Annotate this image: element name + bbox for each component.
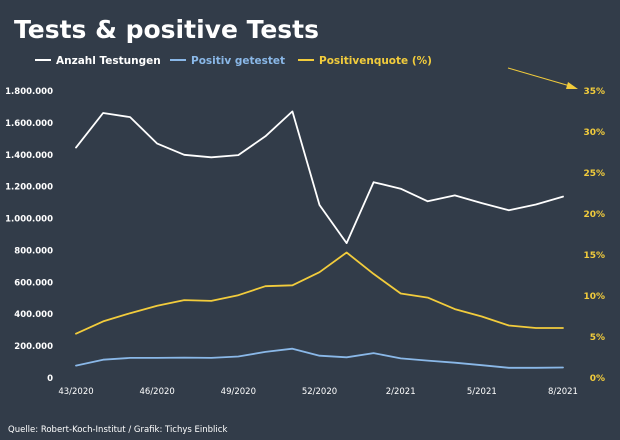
legend-item-1: Positiv getestet (170, 55, 285, 67)
x-tick-label: 46/2020 (140, 387, 175, 397)
annotation-arrow-line (507, 67, 571, 87)
legend-label-1: Positiv getestet (191, 55, 285, 67)
left-tick-label: 1.800.000 (5, 87, 53, 97)
left-tick-label: 400.000 (14, 310, 53, 320)
annotation-arrow-head (566, 82, 578, 89)
right-tick-label: 10% (583, 292, 605, 302)
right-tick-label: 5% (590, 333, 605, 343)
x-tick-label: 5/2021 (467, 387, 497, 397)
x-tick-label: 52/2020 (302, 387, 337, 397)
left-tick-label: 1.400.000 (5, 151, 53, 161)
left-tick-label: 0 (47, 374, 53, 384)
right-axis: 0% 5% 10% 15% 20% 25% 30% 35% (583, 87, 605, 384)
legend-item-2: Positivenquote (%) (298, 55, 432, 67)
x-axis: 43/2020 46/2020 49/2020 52/2020 2/2021 5/2021… (58, 387, 578, 397)
series-line-1 (75, 347, 564, 369)
x-tick-label: 49/2020 (221, 387, 256, 397)
legend-label-2: Positivenquote (%) (319, 55, 432, 67)
right-tick-label: 0% (590, 374, 605, 384)
right-tick-label: 15% (583, 251, 605, 261)
source-note: Quelle: Robert-Koch-Institut / Grafik: T… (8, 425, 227, 435)
left-tick-label: 1.600.000 (5, 119, 53, 129)
x-tick-label: 43/2020 (58, 387, 93, 397)
legend-label-0: Anzahl Testungen (56, 55, 161, 67)
chart-title: Tests & positive Tests (14, 15, 319, 44)
right-tick-label: 25% (583, 169, 605, 179)
series-line-0 (75, 110, 564, 245)
series-line-2 (75, 251, 564, 335)
left-tick-label: 200.000 (14, 342, 53, 352)
x-tick-label: 2/2021 (386, 387, 416, 397)
x-tick-label: 8/2021 (548, 387, 578, 397)
left-tick-label: 800.000 (14, 246, 53, 256)
legend: Anzahl Testungen Positiv getestet Positi… (35, 55, 432, 67)
right-tick-label: 35% (583, 87, 605, 97)
left-tick-label: 1.200.000 (5, 183, 53, 193)
right-tick-label: 30% (583, 128, 605, 138)
legend-item-0: Anzahl Testungen (35, 55, 161, 67)
annotation-arrow (507, 67, 578, 89)
left-axis: 0 200.000 400.000 600.000 800.000 1.000.000 1.… (5, 87, 53, 384)
left-tick-label: 1.000.000 (5, 215, 53, 225)
series-layer (75, 110, 564, 369)
left-tick-label: 600.000 (14, 278, 53, 288)
right-tick-label: 20% (583, 210, 605, 220)
